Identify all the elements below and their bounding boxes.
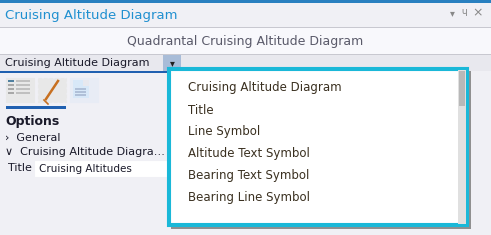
- Bar: [0, 28, 491, 54]
- Bar: [168, 68, 468, 226]
- Bar: [70, 78, 98, 102]
- Text: Cruising Altitude Diagram: Cruising Altitude Diagram: [5, 8, 178, 21]
- Bar: [0, 73, 170, 235]
- Text: ∨  Cruising Altitude Diagra…: ∨ Cruising Altitude Diagra…: [5, 147, 165, 157]
- Text: Cruising Altitude Diagram: Cruising Altitude Diagram: [188, 82, 342, 94]
- Bar: [73, 80, 89, 98]
- Bar: [75, 94, 86, 95]
- Bar: [0, 71, 178, 73]
- Bar: [16, 92, 30, 94]
- Bar: [38, 78, 66, 102]
- Bar: [83, 80, 89, 86]
- Bar: [171, 71, 471, 229]
- Bar: [6, 78, 34, 102]
- Bar: [8, 84, 14, 86]
- Text: Options: Options: [5, 115, 59, 129]
- Bar: [459, 71, 465, 106]
- Bar: [0, 27, 491, 28]
- Bar: [8, 92, 14, 94]
- Bar: [6, 106, 66, 109]
- Text: Bearing Line Symbol: Bearing Line Symbol: [188, 192, 310, 204]
- Bar: [170, 70, 466, 224]
- Bar: [170, 73, 491, 235]
- Bar: [168, 68, 468, 226]
- Bar: [35, 161, 175, 176]
- Bar: [163, 55, 181, 71]
- Bar: [16, 88, 30, 90]
- Bar: [0, 54, 491, 55]
- Text: ▾: ▾: [169, 58, 174, 68]
- Bar: [75, 91, 86, 93]
- Bar: [169, 69, 467, 225]
- Text: Altitude Text Symbol: Altitude Text Symbol: [188, 148, 310, 161]
- Bar: [0, 0, 491, 3]
- Bar: [0, 55, 491, 71]
- Text: Title: Title: [188, 103, 214, 117]
- Bar: [8, 80, 14, 82]
- Text: Cruising Altitudes: Cruising Altitudes: [39, 164, 132, 174]
- Text: Bearing Text Symbol: Bearing Text Symbol: [188, 169, 309, 183]
- Text: Ч: Ч: [461, 8, 466, 17]
- Bar: [16, 84, 30, 86]
- Text: Quadrantal Cruising Altitude Diagram: Quadrantal Cruising Altitude Diagram: [127, 35, 363, 47]
- Text: Title: Title: [8, 163, 32, 173]
- Text: ▾: ▾: [450, 8, 455, 18]
- Bar: [8, 88, 14, 90]
- Text: Cruising Altitude Diagram: Cruising Altitude Diagram: [5, 58, 149, 68]
- Text: ›  General: › General: [5, 133, 60, 143]
- Bar: [75, 88, 86, 90]
- Text: ×: ×: [472, 7, 483, 20]
- Bar: [458, 70, 466, 224]
- Text: Line Symbol: Line Symbol: [188, 125, 260, 138]
- Bar: [0, 3, 491, 27]
- Bar: [16, 80, 30, 82]
